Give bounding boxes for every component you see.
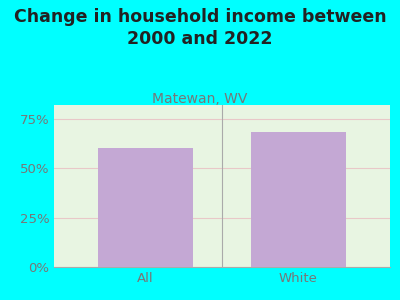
- Bar: [251, 132, 346, 267]
- Text: Matewan, WV: Matewan, WV: [152, 92, 248, 106]
- Bar: [98, 148, 193, 267]
- Text: Change in household income between
2000 and 2022: Change in household income between 2000 …: [14, 8, 386, 48]
